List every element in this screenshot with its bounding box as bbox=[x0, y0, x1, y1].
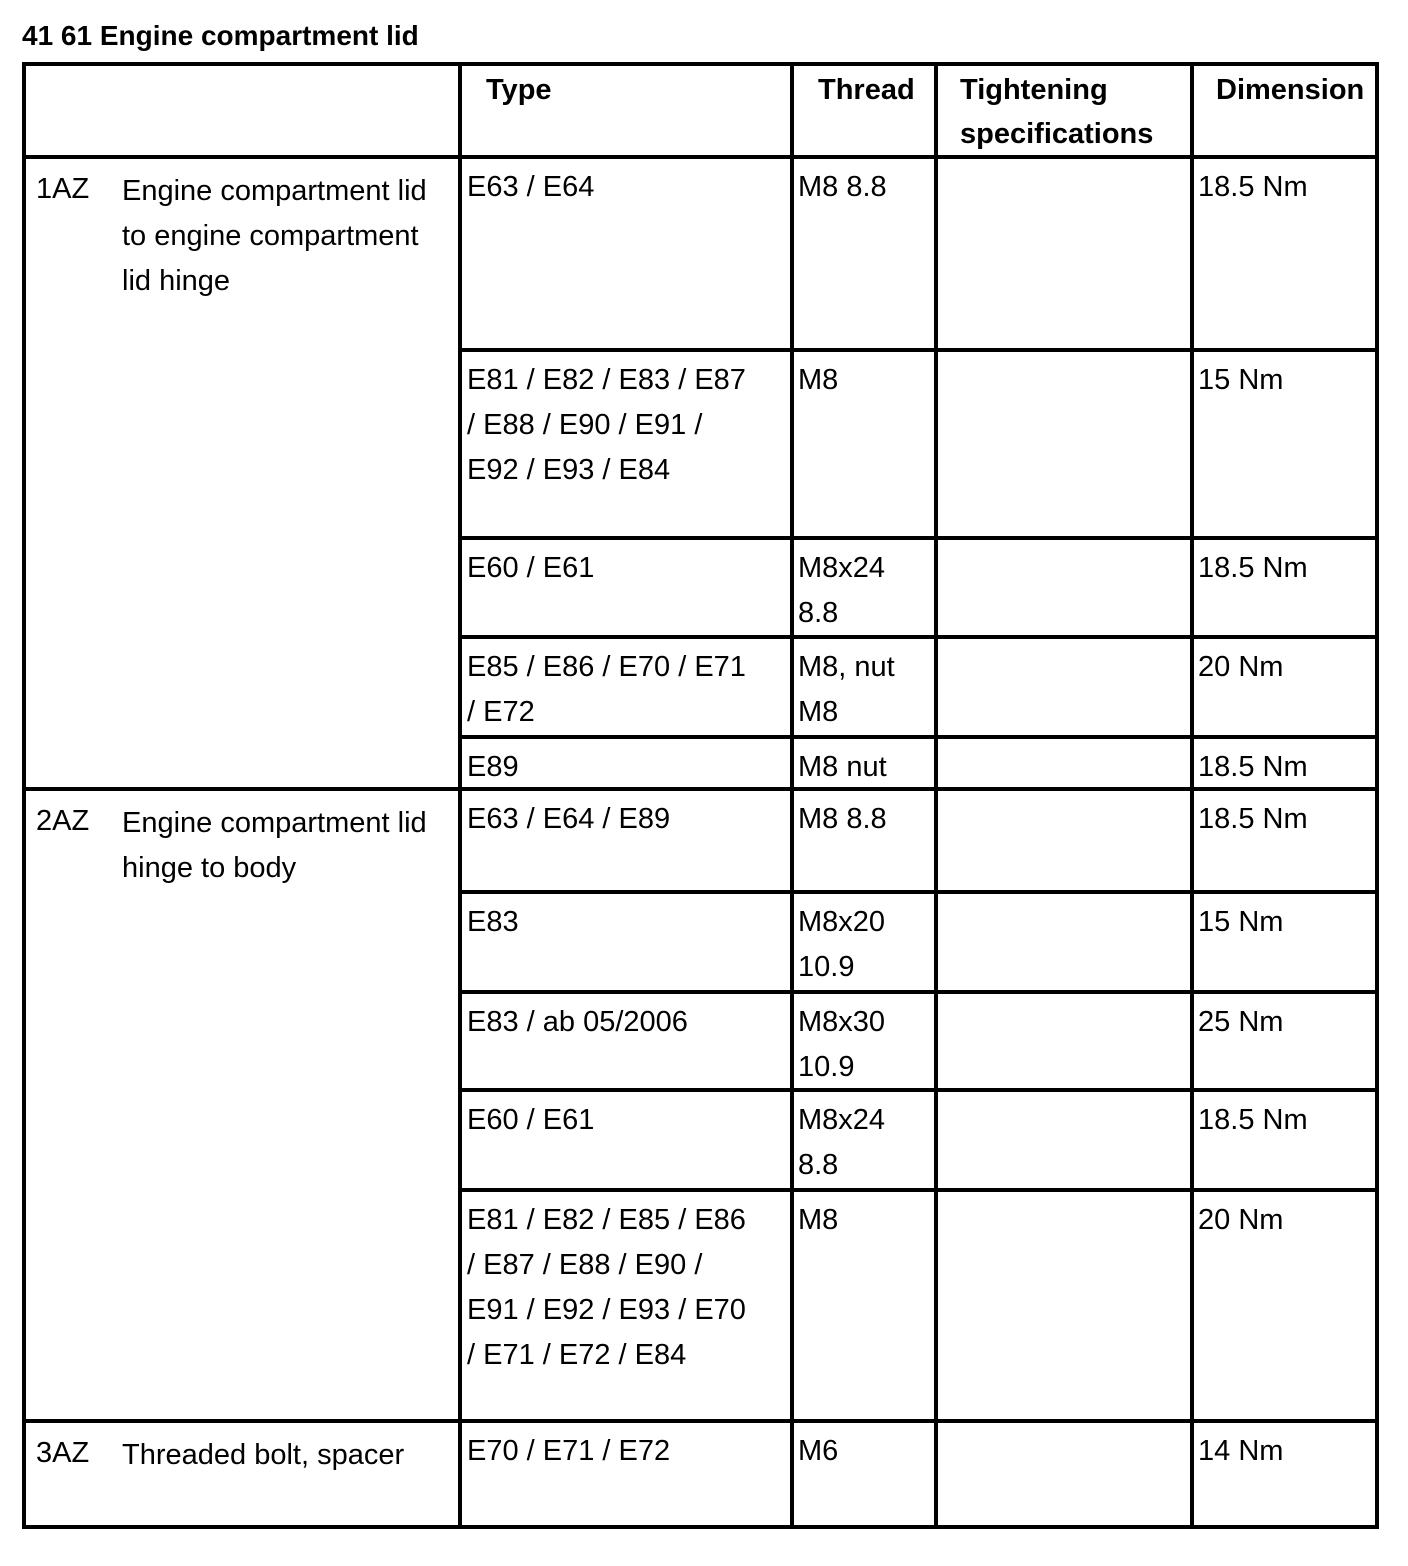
table-border bbox=[458, 635, 1379, 639]
group-id: 1AZ bbox=[36, 173, 90, 205]
dimension-cell: 18.5 Nm bbox=[1198, 1104, 1308, 1136]
table-border bbox=[934, 62, 938, 1529]
table-border bbox=[458, 735, 1379, 739]
table-border bbox=[1375, 62, 1379, 1529]
thread-cell: M8 bbox=[798, 1204, 839, 1236]
header-cell: Tightening specifications bbox=[960, 74, 1154, 150]
page-title: 41 61 Engine compartment lid bbox=[22, 20, 419, 51]
type-cell: E81 / E82 / E83 / E87 / E88 / E90 / E91 … bbox=[467, 364, 746, 486]
type-cell: E89 bbox=[467, 751, 519, 783]
table-border bbox=[22, 1525, 1379, 1529]
dimension-cell: 15 Nm bbox=[1198, 364, 1284, 396]
table-border bbox=[1190, 62, 1194, 1529]
group-id: 3AZ bbox=[36, 1437, 90, 1469]
group-description: Threaded bolt, spacer bbox=[122, 1439, 405, 1471]
dimension-cell: 18.5 Nm bbox=[1198, 171, 1308, 203]
type-cell: E85 / E86 / E70 / E71 / E72 bbox=[467, 651, 746, 728]
thread-cell: M8x30 10.9 bbox=[798, 1006, 886, 1083]
table-border bbox=[22, 787, 1379, 791]
thread-cell: M8 nut bbox=[798, 751, 887, 783]
table-border bbox=[790, 62, 794, 1529]
dimension-cell: 20 Nm bbox=[1198, 1204, 1284, 1236]
thread-cell: M6 bbox=[798, 1435, 839, 1467]
thread-cell: M8 8.8 bbox=[798, 171, 887, 203]
type-cell: E83 bbox=[467, 906, 519, 938]
header-cell: Dimension bbox=[1216, 74, 1365, 106]
thread-cell: M8 bbox=[798, 364, 839, 396]
table-border bbox=[22, 62, 26, 1529]
thread-cell: M8, nut M8 bbox=[798, 651, 895, 728]
thread-cell: M8 8.8 bbox=[798, 803, 887, 835]
type-cell: E60 / E61 bbox=[467, 552, 595, 584]
header-cell: Thread bbox=[818, 74, 915, 106]
type-cell: E60 / E61 bbox=[467, 1104, 595, 1136]
dimension-cell: 18.5 Nm bbox=[1198, 751, 1308, 783]
table-border bbox=[458, 536, 1379, 540]
type-cell: E63 / E64 / E89 bbox=[467, 803, 671, 835]
type-cell: E63 / E64 bbox=[467, 171, 595, 203]
table-border bbox=[22, 155, 1379, 159]
dimension-cell: 25 Nm bbox=[1198, 1006, 1284, 1038]
table-border bbox=[458, 62, 462, 1529]
group-description: Engine compartment lid hinge to body bbox=[122, 807, 427, 884]
table-border bbox=[458, 1088, 1379, 1092]
group-id: 2AZ bbox=[36, 805, 90, 837]
type-cell: E70 / E71 / E72 bbox=[467, 1435, 671, 1467]
group-description: Engine compartment lid to engine compart… bbox=[122, 175, 427, 297]
table-border bbox=[458, 348, 1379, 352]
table-border bbox=[22, 62, 1379, 66]
table-border bbox=[458, 990, 1379, 994]
dimension-cell: 18.5 Nm bbox=[1198, 552, 1308, 584]
table-border bbox=[22, 1419, 1379, 1423]
dimension-cell: 14 Nm bbox=[1198, 1435, 1284, 1467]
dimension-cell: 18.5 Nm bbox=[1198, 803, 1308, 835]
table-border bbox=[458, 890, 1379, 894]
thread-cell: M8x24 8.8 bbox=[798, 552, 886, 629]
thread-cell: M8x20 10.9 bbox=[798, 906, 886, 983]
thread-cell: M8x24 8.8 bbox=[798, 1104, 886, 1181]
type-cell: E83 / ab 05/2006 bbox=[467, 1006, 688, 1038]
dimension-cell: 20 Nm bbox=[1198, 651, 1284, 683]
dimension-cell: 15 Nm bbox=[1198, 906, 1284, 938]
type-cell: E81 / E82 / E85 / E86 / E87 / E88 / E90 … bbox=[467, 1204, 746, 1371]
header-cell: Type bbox=[486, 74, 552, 106]
table-border bbox=[458, 1188, 1379, 1192]
